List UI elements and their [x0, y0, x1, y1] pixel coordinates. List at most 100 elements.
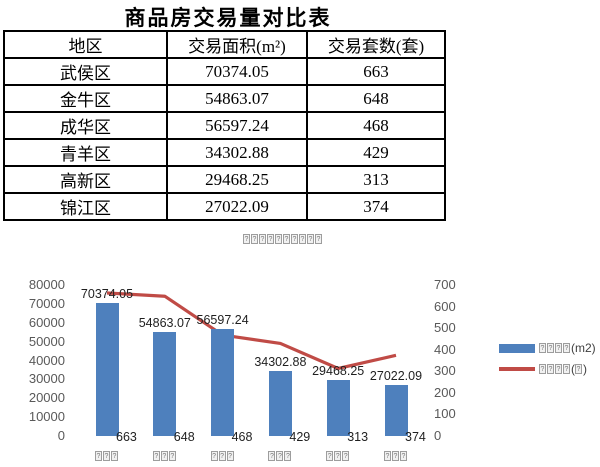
table-header-row: 地区 交易面积(m²) 交易套数(套)	[3, 30, 446, 59]
table-header-cell: 交易套数(套)	[306, 30, 446, 59]
bar-data-label: 29468.25	[312, 364, 365, 379]
category-label	[77, 450, 137, 462]
missing-glyph-box	[315, 233, 322, 244]
category-label	[135, 450, 195, 462]
table-row: 成华区 56597.24 468	[3, 111, 446, 140]
bar-data-label: 70374.05	[80, 287, 134, 302]
left-axis-tick: 20000	[28, 390, 65, 406]
missing-glyph-box	[160, 450, 168, 461]
missing-glyph-box	[275, 233, 282, 244]
table-cell: 663	[306, 57, 446, 86]
missing-glyph-box	[299, 233, 306, 244]
bar-data-label: 34302.88	[254, 355, 307, 370]
table-body: 武侯区 70374.05 663 金牛区 54863.07 648 成华区 56597.24 4…	[3, 57, 446, 221]
legend-item-count: ()	[499, 362, 596, 376]
table-cell: 金牛区	[3, 84, 168, 113]
left-axis-tick: 10000	[28, 409, 65, 425]
bar	[384, 384, 408, 436]
table-cell: 锦江区	[3, 192, 168, 221]
transactions-table: 地区 交易面积(m²) 交易套数(套) 武侯区 70374.05 663 金牛区 54863…	[3, 30, 446, 221]
line-data-label: 468	[231, 430, 253, 444]
bar	[211, 329, 235, 436]
table-cell: 56597.24	[166, 111, 308, 140]
left-axis-tick: 70000	[28, 295, 65, 311]
line-data-label: 313	[347, 430, 369, 444]
table-row: 锦江区 27022.09 374	[3, 192, 446, 221]
missing-glyph-box	[307, 233, 314, 244]
missing-glyph-box	[259, 233, 266, 244]
table-cell: 青羊区	[3, 138, 168, 167]
missing-glyph-box	[95, 450, 102, 461]
missing-glyph-box	[547, 343, 554, 354]
left-axis-tick: 30000	[28, 371, 65, 387]
missing-glyph-box	[547, 364, 554, 375]
text-run: (	[571, 361, 575, 376]
bar	[153, 332, 177, 436]
table-cell: 313	[306, 165, 446, 194]
category-label	[193, 450, 253, 462]
right-axis-tick: 200	[434, 384, 456, 400]
table-cell: 70374.05	[166, 57, 308, 86]
missing-glyph-box	[283, 233, 290, 244]
left-axis-tick: 80000	[28, 277, 65, 292]
bar-data-label: 54863.07	[138, 316, 191, 331]
missing-glyph-box	[291, 233, 298, 244]
left-axis-tick: 50000	[28, 333, 65, 349]
bar-data-label: 56597.24	[196, 313, 249, 328]
table-header-cell: 地区	[3, 30, 168, 59]
line-data-label: 648	[173, 430, 195, 444]
missing-glyph-box	[563, 343, 570, 354]
table-row: 武侯区 70374.05 663	[3, 57, 446, 86]
left-axis-tick: 40000	[28, 352, 65, 368]
missing-glyph-box	[334, 450, 342, 461]
right-axis-tick: 500	[434, 320, 456, 336]
line-data-label: 663	[116, 430, 137, 444]
bar	[95, 303, 119, 436]
table-row: 金牛区 54863.07 648	[3, 84, 446, 113]
table-cell: 374	[306, 192, 446, 221]
table-cell: 成华区	[3, 111, 168, 140]
missing-glyph-box	[342, 450, 350, 461]
missing-glyph-box	[563, 364, 570, 375]
bar-data-label: 27022.09	[369, 368, 423, 383]
right-axis-tick: 600	[434, 298, 456, 314]
missing-glyph-box	[555, 343, 562, 354]
missing-glyph-box	[210, 450, 218, 461]
right-axis-tick: 0	[434, 428, 442, 443]
category-label	[250, 450, 310, 462]
missing-glyph-box	[267, 233, 274, 244]
missing-glyph-box	[218, 450, 226, 461]
table-row: 高新区 29468.25 313	[3, 165, 446, 194]
missing-glyph-box	[103, 450, 110, 461]
missing-glyph-box	[251, 233, 258, 244]
table-cell: 武侯区	[3, 57, 168, 86]
bar	[268, 371, 292, 436]
table-cell: 429	[306, 138, 446, 167]
text-run: )	[583, 361, 587, 376]
text-run: (m2)	[571, 340, 596, 355]
legend-label: ()	[539, 362, 587, 375]
line-data-label: 429	[289, 430, 311, 444]
legend-label: (m2)	[539, 341, 596, 354]
bar	[326, 380, 350, 436]
right-axis-tick: 400	[434, 341, 456, 357]
missing-glyph-box	[168, 450, 176, 461]
missing-glyph-box	[152, 450, 160, 461]
missing-glyph-box	[539, 364, 546, 375]
table-cell: 54863.07	[166, 84, 308, 113]
missing-glyph-box	[268, 450, 276, 461]
missing-glyph-box	[284, 450, 292, 461]
table-title: 商品房交易量对比表	[124, 7, 332, 30]
left-axis-tick: 60000	[28, 314, 65, 330]
category-label	[308, 450, 368, 462]
bar-swatch-icon	[499, 343, 535, 353]
table-cell: 34302.88	[166, 138, 308, 167]
missing-glyph-box	[400, 450, 407, 461]
missing-glyph-box	[555, 364, 562, 375]
table-cell: 高新区	[3, 165, 168, 194]
missing-glyph-box	[276, 450, 284, 461]
missing-glyph-box	[392, 450, 399, 461]
chart-title	[243, 233, 323, 245]
missing-glyph-box	[575, 364, 582, 375]
